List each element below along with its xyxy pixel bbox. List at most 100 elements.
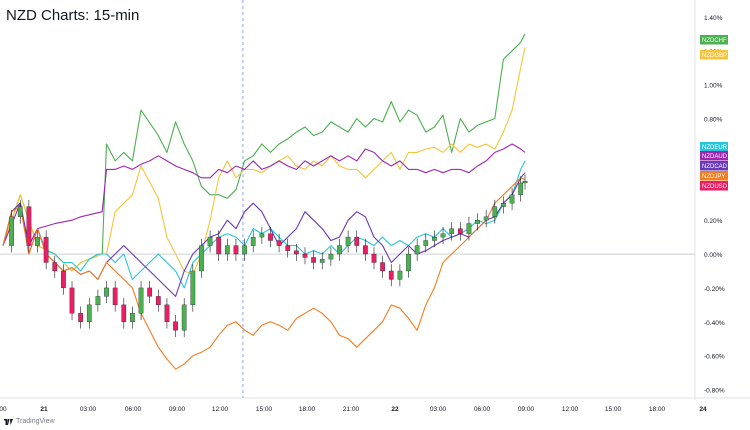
x-tick-label: 21:00	[343, 406, 360, 413]
legend-label-nzdeur: NZDEUR	[702, 145, 728, 151]
legend-label-nzdcad: NZDCAD	[702, 164, 728, 170]
candle-body	[199, 245, 204, 272]
candle-body	[354, 236, 360, 246]
legend-tag-nzdjpy	[700, 171, 728, 181]
candle-body	[35, 236, 40, 246]
x-tick-label: 03:00	[430, 406, 447, 413]
y-tick-label: -0.40%	[704, 320, 725, 327]
legend-tag-nzdchf	[700, 35, 728, 45]
candle-body	[181, 304, 187, 331]
candle-body	[466, 223, 472, 234]
x-tick-label: 24	[699, 406, 707, 413]
candle-body	[371, 253, 377, 263]
y-tick-label: -0.60%	[704, 354, 725, 361]
candle-body	[147, 287, 153, 297]
series-line-nzdgbp	[2, 47, 526, 275]
legend-label-nzdusd: NZDUSD	[702, 184, 728, 190]
candle-body	[233, 245, 239, 255]
legend-label-nzdaud: NZDAUD	[702, 154, 728, 160]
candle-body	[483, 216, 489, 221]
candle-body	[224, 245, 230, 255]
candle-body	[242, 245, 247, 255]
x-tick-label: 22	[391, 406, 399, 413]
candle-body	[380, 262, 385, 272]
candle-body	[95, 296, 101, 306]
candle-body	[138, 287, 144, 314]
y-tick-label: -0.20%	[704, 286, 725, 293]
candle-body	[518, 182, 524, 195]
candle-body	[345, 236, 351, 246]
candle-body	[509, 194, 515, 204]
candle-body	[17, 206, 23, 217]
candle-body	[250, 236, 256, 246]
y-tick-label: 0.20%	[704, 218, 723, 225]
candle-body	[276, 240, 282, 246]
candle-body	[216, 236, 222, 255]
candle-body	[294, 250, 299, 255]
y-tick-label: 0.80%	[704, 117, 723, 124]
candle-body	[311, 257, 316, 263]
candle-body	[130, 313, 135, 322]
legend-tag-nzdcad	[700, 161, 728, 171]
series-line-nzdchf	[2, 33, 526, 272]
legend-tag-nzdaud	[700, 151, 728, 161]
candle-body	[285, 245, 291, 251]
x-tick-label: 06:00	[125, 406, 142, 413]
candle-body	[337, 245, 342, 255]
tradingview-brand[interactable]: TradingView	[4, 418, 55, 425]
candle-body	[61, 270, 66, 289]
x-tick-label: 09:00	[518, 406, 535, 413]
x-tick-label: 09:00	[169, 406, 186, 413]
legend-label-nzdchf: NZDCHF	[702, 38, 727, 44]
legend-tag-nzdeur	[700, 142, 728, 152]
brand-label: TradingView	[16, 418, 55, 425]
candle-body	[522, 181, 528, 184]
candle-body	[26, 206, 32, 246]
chart-title: NZD Charts: 15-min	[6, 7, 140, 24]
candle-body	[388, 270, 394, 280]
candle-body	[423, 240, 429, 246]
candle-body	[9, 216, 14, 246]
candle-body	[363, 245, 368, 255]
x-tick-label: 15:00	[605, 406, 622, 413]
candle-body	[112, 287, 118, 306]
series-candles-nzdusd	[9, 174, 528, 338]
candle-body	[52, 262, 58, 272]
candle-body	[121, 304, 127, 322]
candle-body	[173, 321, 178, 331]
x-tick-label: 18:00	[299, 406, 316, 413]
candle-body	[259, 233, 265, 238]
tradingview-logo-icon	[4, 418, 13, 425]
candle-body	[501, 203, 506, 207]
x-tick-label: 18:00	[649, 406, 666, 413]
candle-body	[457, 228, 463, 234]
y-tick-label: -0.80%	[704, 388, 725, 395]
x-tick-label: 06:00	[474, 406, 491, 413]
y-tick-label: 0.00%	[704, 252, 723, 259]
candle-body	[406, 253, 411, 272]
candle-body	[164, 304, 170, 322]
x-tick-label: 00	[0, 406, 7, 413]
candle-body	[78, 313, 84, 322]
candle-body	[432, 236, 437, 241]
candle-body	[155, 296, 161, 306]
candle-body	[190, 270, 196, 306]
candle-body	[397, 270, 403, 280]
legend-tag-nzdusd	[700, 181, 728, 191]
candle-body	[319, 258, 325, 263]
series-line-nzdaud	[2, 143, 526, 247]
legend-tag-nzdgbp	[700, 50, 728, 60]
candle-body	[475, 220, 480, 224]
series-line-nzdeur	[2, 160, 526, 289]
legend-label-nzdgbp: NZDGBP	[702, 53, 727, 59]
candle-body	[492, 206, 498, 217]
candle-body	[328, 253, 334, 260]
legend-label-nzdjpy: NZDJPY	[702, 174, 725, 180]
candle-body	[69, 287, 75, 314]
candle-body	[414, 245, 420, 255]
candle-body	[302, 253, 308, 258]
y-tick-label: 1.40%	[704, 15, 723, 22]
x-tick-label: 12:00	[562, 406, 579, 413]
